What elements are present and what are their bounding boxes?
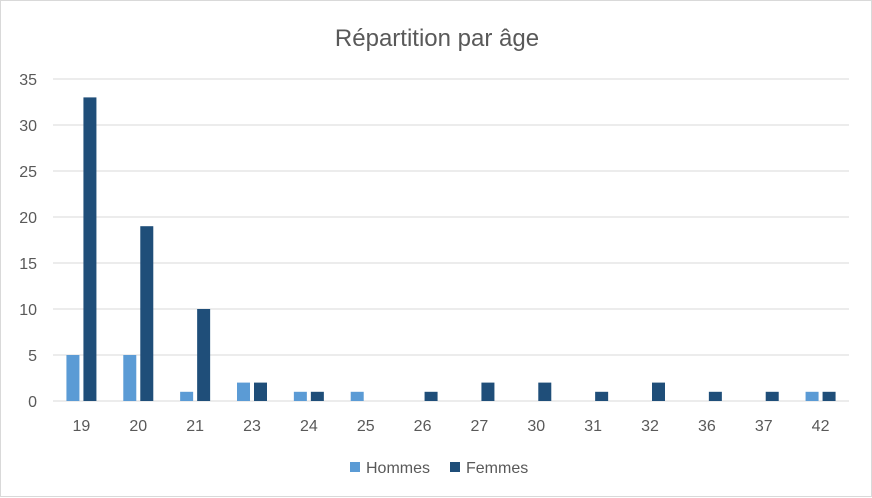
y-tick-label: 30 xyxy=(19,118,37,135)
legend-swatch-hommes xyxy=(350,462,360,472)
bar-femmes-23 xyxy=(254,382,267,401)
bar-femmes-24 xyxy=(310,391,324,401)
bar-hommes-21 xyxy=(180,391,194,401)
legend-label-femmes: Femmes xyxy=(466,460,528,477)
bar-femmes-27 xyxy=(481,382,495,401)
gridlines xyxy=(53,78,849,402)
bar-hommes-23 xyxy=(237,382,250,401)
x-tick-label: 31 xyxy=(584,418,602,435)
x-tick-label: 20 xyxy=(129,418,147,435)
x-tick-label: 30 xyxy=(527,418,545,435)
bar-hommes-19 xyxy=(66,355,80,401)
plot-area xyxy=(66,97,836,402)
x-tick-label: 36 xyxy=(698,418,716,435)
bar-femmes-30 xyxy=(538,382,552,401)
y-tick-label: 25 xyxy=(19,164,37,181)
x-tick-label: 42 xyxy=(812,418,830,435)
x-axis: 19 20 21 23 24 25 26 27 30 31 32 36 37 42 xyxy=(73,418,830,435)
x-tick-label: 21 xyxy=(186,418,204,435)
bar-hommes-24 xyxy=(293,391,307,401)
bar-hommes-20 xyxy=(123,355,137,401)
y-tick-label: 10 xyxy=(19,302,37,319)
bar-femmes-37 xyxy=(765,391,779,401)
bar-femmes-26 xyxy=(424,391,438,401)
bar-femmes-21 xyxy=(197,309,211,401)
x-tick-label: 37 xyxy=(755,418,773,435)
bar-femmes-36 xyxy=(708,391,722,401)
bar-femmes-19 xyxy=(83,97,97,402)
bar-femmes-20 xyxy=(140,226,154,401)
bar-femmes-32 xyxy=(652,382,665,401)
bar-femmes-31 xyxy=(595,391,609,401)
y-tick-label: 0 xyxy=(28,394,37,411)
y-axis: 0 5 10 15 20 25 30 35 xyxy=(19,72,37,411)
x-tick-label: 25 xyxy=(357,418,375,435)
bar-femmes-42 xyxy=(822,391,836,401)
y-tick-label: 5 xyxy=(28,348,37,365)
chart-title: Répartition par âge xyxy=(335,25,539,52)
bar-hommes-42 xyxy=(805,391,819,401)
y-tick-label: 20 xyxy=(19,210,37,227)
y-tick-label: 15 xyxy=(19,256,37,273)
x-tick-label: 32 xyxy=(641,418,659,435)
x-tick-label: 24 xyxy=(300,418,318,435)
legend: Hommes Femmes xyxy=(350,460,528,477)
x-tick-label: 26 xyxy=(414,418,432,435)
x-tick-label: 19 xyxy=(73,418,91,435)
y-tick-label: 35 xyxy=(19,72,37,89)
bar-hommes-25 xyxy=(350,391,364,401)
legend-swatch-femmes xyxy=(450,462,460,472)
x-tick-label: 23 xyxy=(243,418,261,435)
legend-label-hommes: Hommes xyxy=(366,460,430,477)
x-tick-label: 27 xyxy=(471,418,489,435)
